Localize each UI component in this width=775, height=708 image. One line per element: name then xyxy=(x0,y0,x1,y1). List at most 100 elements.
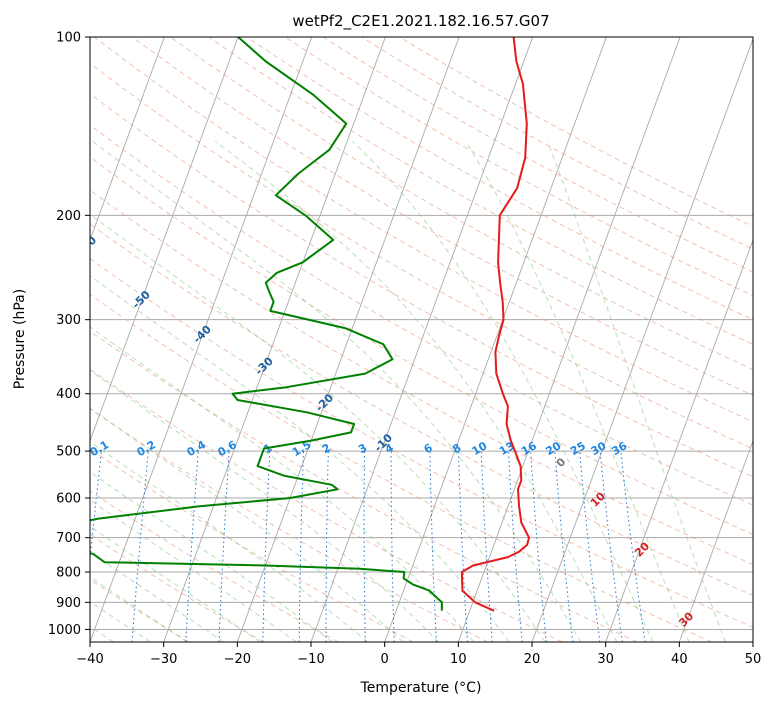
dry-adiabat-line xyxy=(90,62,753,450)
dry-adiabat-line xyxy=(284,37,753,297)
chart-title: wetPf2_C2E1.2021.182.16.57.G07 xyxy=(292,12,549,31)
mixing-ratio-line xyxy=(298,451,304,642)
isotherm-line xyxy=(457,37,681,642)
isotherm-label: -40 xyxy=(191,322,214,345)
moist-adiabat-line xyxy=(90,326,475,642)
mixing-ratio-label: 36 xyxy=(609,439,629,458)
dry-adiabat-line xyxy=(90,368,563,642)
isotherm-label: -70 xyxy=(23,176,46,199)
dry-adiabat-line xyxy=(323,37,753,273)
moist-adiabat-line xyxy=(90,471,333,642)
y-tick-label: 1000 xyxy=(48,623,81,638)
moist-adiabat-line xyxy=(92,140,582,642)
dry-adiabat-line xyxy=(90,293,712,642)
isotherm-line xyxy=(90,37,313,642)
dry-adiabat-line xyxy=(90,407,488,642)
mixing-ratio-line xyxy=(90,451,102,564)
mixing-ratio-label: 20 xyxy=(543,439,563,458)
moist-adiabat-label: 40 xyxy=(721,699,741,708)
moist-adiabat-line xyxy=(90,213,546,642)
x-axis-label: Temperature (°C) xyxy=(360,680,482,696)
mixing-ratio-line xyxy=(530,451,547,642)
mixing-ratio-line xyxy=(262,451,271,642)
x-tick-label: 30 xyxy=(597,652,614,667)
moist-adiabat-label: 20 xyxy=(632,539,652,559)
dry-adiabat-line xyxy=(132,37,753,396)
mixing-ratio-label: 10 xyxy=(470,439,490,458)
isotherm-label: -30 xyxy=(253,354,276,377)
dry-adiabat-line xyxy=(208,37,753,345)
mixing-ratio-line xyxy=(325,451,329,642)
y-tick-label: 900 xyxy=(56,596,81,611)
mixing-ratio-label: 16 xyxy=(519,439,539,458)
dry-adiabat-line xyxy=(90,533,264,642)
dry-adiabat-line xyxy=(90,578,190,642)
moist-adiabat-line xyxy=(90,441,368,642)
y-tick-label: 400 xyxy=(56,387,81,402)
mixing-ratio-line xyxy=(480,451,493,642)
x-tick-label: 50 xyxy=(745,652,762,667)
mixing-ratio-line xyxy=(390,451,395,642)
y-tick-label: 700 xyxy=(56,531,81,546)
mixing-ratio-line xyxy=(620,451,646,642)
mixing-ratio-line xyxy=(458,451,468,642)
mixing-ratio-label: 3 xyxy=(356,441,369,456)
dry-adiabat-line xyxy=(90,124,753,506)
mixing-ratio-line xyxy=(554,451,574,642)
dry-adiabat-line xyxy=(90,490,339,642)
dry-adiabat-line xyxy=(90,257,753,628)
moist-adiabat-line xyxy=(214,140,618,642)
moist-adiabat-line xyxy=(90,551,225,642)
moist-adiabat-line xyxy=(90,369,439,642)
x-tick-label: 10 xyxy=(450,652,467,667)
profiles xyxy=(90,37,530,612)
x-tick-label: −20 xyxy=(224,652,251,667)
isotherm-line xyxy=(90,37,239,443)
isotherm-label: -20 xyxy=(313,391,336,414)
isotherm-line xyxy=(384,37,607,642)
mixing-ratio-label: 25 xyxy=(568,439,588,458)
x-tick-label: 40 xyxy=(671,652,688,667)
axis-ticks: −40 −30 −20 −10 0 10 20 30 40 5010009008007006005… xyxy=(48,31,761,668)
isotherm-label: -50 xyxy=(130,288,153,311)
moist-adiabat-line xyxy=(90,407,404,642)
x-tick-label: −30 xyxy=(150,652,177,667)
y-tick-label: 100 xyxy=(56,31,81,46)
isotherm-line xyxy=(752,640,753,642)
plot-frame xyxy=(89,36,754,643)
dry-adiabat-line xyxy=(90,330,638,642)
moist-adiabat-label: 10 xyxy=(588,489,608,509)
mixing-ratio-line xyxy=(579,451,601,642)
dry-adiabat-line xyxy=(399,37,753,228)
x-tick-label: −40 xyxy=(76,652,103,667)
y-tick-label: 600 xyxy=(56,492,81,507)
isotherm-line xyxy=(90,37,165,242)
moist-adiabat-line xyxy=(547,141,726,642)
y-tick-label: 800 xyxy=(56,566,81,581)
mixing-ratio-label: 0.1 xyxy=(88,438,111,459)
background-lines xyxy=(90,37,753,642)
isotherm-line xyxy=(163,37,386,642)
mixing-ratio-line xyxy=(185,451,199,642)
mixing-ratio-line xyxy=(508,451,523,642)
moist-adiabat-label: 0 xyxy=(554,455,569,470)
y-tick-label: 500 xyxy=(56,445,81,460)
x-tick-label: −10 xyxy=(297,652,324,667)
mixing-ratio-label: 6 xyxy=(422,441,435,456)
x-tick-label: 0 xyxy=(381,652,389,667)
mixing-ratio-line xyxy=(429,451,437,642)
dry-adiabat-line xyxy=(246,37,753,321)
moist-adiabat-line xyxy=(90,275,510,642)
mixing-ratio-line xyxy=(218,451,230,642)
mixing-ratio-line xyxy=(131,451,149,642)
y-tick-label: 300 xyxy=(56,313,81,328)
mixing-ratio-line xyxy=(363,451,366,642)
y-tick-label: 200 xyxy=(56,209,81,224)
isotherm-line xyxy=(531,37,753,642)
moist-adiabat-label: 30 xyxy=(676,609,696,629)
mixing-ratio-line xyxy=(599,451,623,642)
isotherm-label: -60 xyxy=(76,233,99,256)
y-axis-label: Pressure (hPa) xyxy=(12,289,28,389)
dewpoint-line xyxy=(90,37,443,611)
